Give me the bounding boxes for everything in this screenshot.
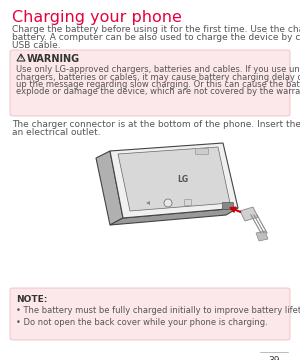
Text: Use only LG-approved chargers, batteries and cables. If you use unapproved: Use only LG-approved chargers, batteries… [16,65,300,74]
Text: chargers, batteries or cables, it may cause battery charging delay or pop: chargers, batteries or cables, it may ca… [16,72,300,81]
Polygon shape [96,151,123,225]
Text: NOTE:: NOTE: [16,295,47,304]
Polygon shape [256,231,268,241]
Text: battery. A computer can be also used to charge the device by connecting them via: battery. A computer can be also used to … [12,33,300,42]
FancyBboxPatch shape [223,202,233,210]
Circle shape [164,199,172,207]
Text: The charger connector is at the bottom of the phone. Insert the charger and plug: The charger connector is at the bottom o… [12,120,300,129]
Text: LG: LG [177,175,189,184]
Text: an electrical outlet.: an electrical outlet. [12,128,101,137]
Text: Charging your phone: Charging your phone [12,10,182,25]
Text: • The battery must be fully charged initially to improve battery lifetime.: • The battery must be fully charged init… [16,306,300,315]
Polygon shape [110,208,238,225]
Text: WARNING: WARNING [27,54,80,64]
FancyBboxPatch shape [10,288,290,340]
Text: up the message regarding slow charging. Or this can cause the battery to: up the message regarding slow charging. … [16,80,300,89]
Text: 39: 39 [268,356,280,360]
Text: USB cable.: USB cable. [12,41,61,50]
Polygon shape [240,207,258,221]
Text: !: ! [20,55,22,60]
Polygon shape [110,143,238,218]
FancyBboxPatch shape [10,50,290,116]
FancyBboxPatch shape [196,148,208,154]
Text: explode or damage the device, which are not covered by the warranty.: explode or damage the device, which are … [16,87,300,96]
Text: Charge the battery before using it for the first time. Use the charger to charge: Charge the battery before using it for t… [12,25,300,34]
Polygon shape [146,201,150,205]
Polygon shape [118,147,230,211]
Text: • Do not open the back cover while your phone is charging.: • Do not open the back cover while your … [16,318,268,327]
